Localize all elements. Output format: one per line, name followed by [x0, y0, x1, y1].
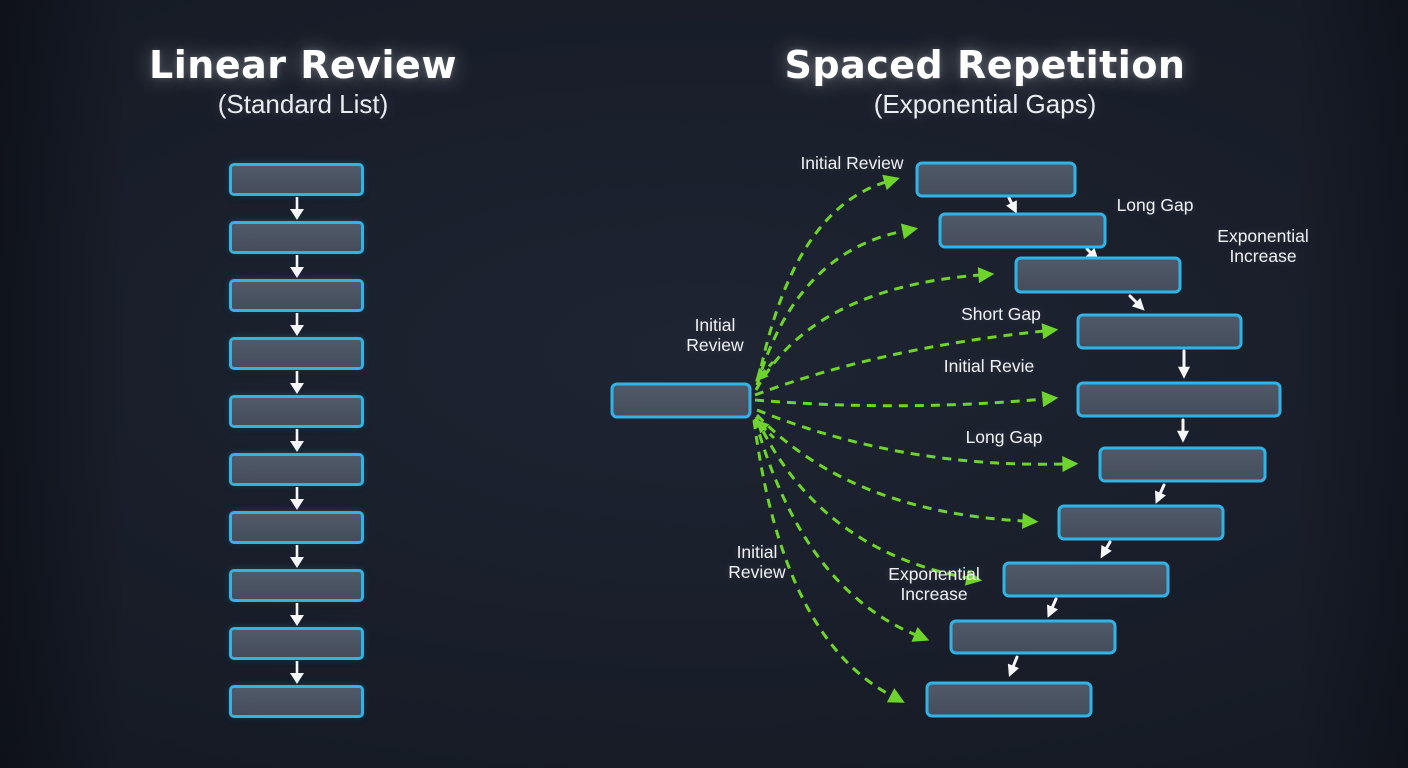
chain-arrow-1 [1006, 196, 1017, 214]
spaced-arrow-9 [753, 418, 930, 642]
chain-arrow-2 [1085, 247, 1099, 261]
spaced-box-9 [949, 619, 1117, 655]
spaced-box-4 [1076, 313, 1243, 350]
linear-review-column [229, 163, 364, 718]
spaced-box-3 [1014, 256, 1182, 294]
chain-arrow-6 [1155, 483, 1166, 504]
chain-arrow-7 [1100, 540, 1112, 559]
source-in-arrow-top [755, 360, 775, 382]
spaced-arrow-6 [756, 408, 1079, 473]
linear-box-2 [229, 221, 364, 254]
linear-box-3 [229, 279, 364, 312]
linear-down-arrow-1 [289, 197, 304, 220]
linear-down-arrow-5 [289, 429, 304, 452]
spaced-box-1 [915, 161, 1077, 198]
linear-box-6 [229, 453, 364, 486]
label-exponential-increase-bottom: Exponential Increase [888, 564, 980, 604]
label-initial-review-bottom: Initial Review [728, 542, 786, 582]
spaced-repetition-title: Spaced Repetition [784, 43, 1186, 87]
chain-arrow-3 [1128, 294, 1145, 311]
linear-down-arrow-4 [289, 371, 304, 394]
label-short-gap: Short Gap [961, 304, 1041, 324]
linear-review-title-block: Linear Review (Standard List) [100, 42, 506, 120]
label-long-gap-mid: Long Gap [965, 427, 1043, 447]
spaced-repetition-subtitle: (Exponential Gaps) [873, 89, 1097, 119]
linear-review-subtitle: (Standard List) [217, 89, 389, 119]
spaced-arrow-2 [755, 223, 919, 386]
source-box [610, 382, 752, 419]
chain-arrow-8 [1047, 597, 1058, 618]
spaced-box-8 [1002, 561, 1170, 598]
linear-box-9 [229, 627, 364, 660]
spaced-box-10 [925, 681, 1093, 718]
spaced-box-7 [1057, 504, 1225, 541]
label-initial-review-top: Initial Review [800, 153, 904, 173]
spaced-arrow-10 [752, 419, 905, 703]
spaced-box-5 [1076, 381, 1282, 418]
linear-box-1 [229, 163, 364, 196]
linear-down-arrow-8 [289, 603, 304, 626]
linear-down-arrow-7 [289, 545, 304, 568]
spaced-box-6 [1098, 446, 1267, 483]
linear-box-7 [229, 511, 364, 544]
spaced-arrow-7 [755, 413, 1039, 529]
linear-down-arrow-6 [289, 487, 304, 510]
linear-box-4 [229, 337, 364, 370]
linear-box-8 [229, 569, 364, 602]
spaced-box-2 [938, 212, 1107, 249]
spaced-arrow-5 [754, 391, 1059, 408]
linear-box-10 [229, 685, 364, 718]
spaced-arrow-4 [754, 323, 1059, 397]
chain-arrow-9 [1007, 655, 1020, 678]
label-initial-review-mid: Initial Review [686, 315, 744, 355]
linear-down-arrow-2 [289, 255, 304, 278]
linear-down-arrow-3 [289, 313, 304, 336]
spaced-arrow-8 [754, 416, 983, 586]
spaced-arrow-1 [756, 174, 900, 383]
linear-down-arrow-9 [289, 661, 304, 684]
linear-box-5 [229, 395, 364, 428]
label-initial-revie: Initial Revie [943, 356, 1035, 376]
linear-review-title: Linear Review [149, 43, 457, 87]
source-in-arrow-bottom [755, 419, 776, 440]
label-long-gap-top: Long Gap [1116, 195, 1194, 215]
label-exponential-increase-top: Exponential Increase [1217, 226, 1309, 266]
spaced-arrow-3 [754, 267, 995, 391]
spaced-repetition-title-block: Spaced Repetition (Exponential Gaps) [740, 42, 1230, 120]
